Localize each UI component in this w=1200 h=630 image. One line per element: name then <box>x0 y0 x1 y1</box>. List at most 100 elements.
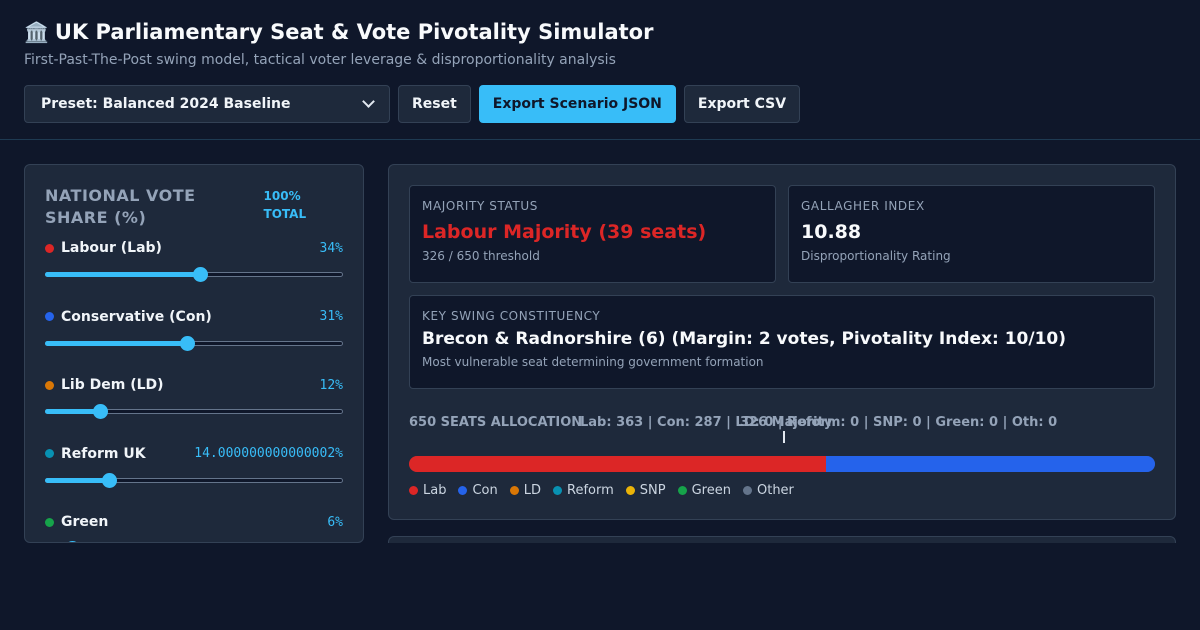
vote-share-panel: NATIONAL VOTE SHARE (%) 100% TOTAL Labou… <box>24 164 364 543</box>
vote-share-title: NATIONAL VOTE SHARE (%) <box>45 186 196 227</box>
classical-building-icon: 🏛️ <box>24 20 49 44</box>
party-row: Conservative (Con) 31% <box>45 307 343 373</box>
party-color-dot <box>45 517 54 527</box>
party-name: Green <box>45 514 108 530</box>
seat-allocation-label: 650 SEATS ALLOCATION <box>409 415 583 430</box>
slider-thumb[interactable] <box>193 267 208 282</box>
legend-label: LD <box>523 483 542 498</box>
page-title-text: UK Parliamentary Seat & Vote Pivotality … <box>54 20 654 44</box>
party-name: Lib Dem (LD) <box>45 377 164 393</box>
majority-marker <box>783 431 785 443</box>
party-slider-list: Labour (Lab) 34% Conservative (Con) 31% Lib … <box>45 238 343 542</box>
reset-button[interactable]: Reset <box>398 85 471 123</box>
legend-item-green: Green <box>677 483 731 498</box>
legend-label: Reform <box>567 483 614 498</box>
majority-marker-label: 326 Majority <box>740 415 833 430</box>
majority-status-value: Labour Majority (39 seats) <box>422 221 707 243</box>
legend-item-other: Other <box>742 483 794 498</box>
party-color-dot <box>45 380 54 390</box>
legend-label: Lab <box>423 483 447 498</box>
slider-thumb[interactable] <box>102 472 117 488</box>
party-vote-share: 6% <box>327 514 343 530</box>
party-vote-share: 12% <box>319 377 343 393</box>
slider-fill <box>45 272 200 277</box>
slider-fill <box>45 340 187 346</box>
export-json-button[interactable]: Export Scenario JSON <box>478 85 676 123</box>
swing-constituency-card: KEY SWING CONSTITUENCY Brecon & Radnorsh… <box>409 295 1155 389</box>
gallagher-label: GALLAGHER INDEX <box>801 199 925 213</box>
party-row: Reform UK 14.000000000000002% <box>45 444 343 510</box>
legend-label: Con <box>472 483 498 498</box>
app-header: 🏛️ UK Parliamentary Seat & Vote Pivotali… <box>24 18 1176 68</box>
swing-value: Brecon & Radnorshire (6) (Margin: 2 vote… <box>422 329 1066 349</box>
gallagher-index-card: GALLAGHER INDEX 10.88 Disproportionality… <box>788 185 1155 283</box>
slider-thumb[interactable] <box>65 541 80 542</box>
party-vote-share: 31% <box>319 309 343 325</box>
swing-label: KEY SWING CONSTITUENCY <box>422 309 601 323</box>
preset-select-value: Preset: Balanced 2024 Baseline <box>41 96 291 112</box>
seat-allocation: 650 SEATS ALLOCATION Lab: 363 | Con: 287… <box>409 415 1155 498</box>
party-row: Green 6% <box>45 512 343 542</box>
party-name: Conservative (Con) <box>45 309 212 325</box>
slider-thumb[interactable] <box>180 335 195 351</box>
swing-sub: Most vulnerable seat determining governm… <box>422 355 764 369</box>
party-name: Labour (Lab) <box>45 240 162 256</box>
legend-color-dot <box>553 486 563 495</box>
party-label: Conservative (Con) <box>61 308 212 325</box>
seat-allocation-bar <box>409 456 1155 472</box>
seat-allocation-counts: Lab: 363 | Con: 287 | LD: 0 | Reform: 0 … <box>580 415 1058 430</box>
vote-share-total: 100% TOTAL <box>263 189 307 221</box>
legend-color-dot <box>742 486 752 495</box>
legend-label: Green <box>691 483 731 498</box>
legend-color-dot <box>409 486 418 495</box>
toolbar: Preset: Balanced 2024 Baseline Reset Exp… <box>24 85 801 123</box>
legend-color-dot <box>625 486 635 495</box>
party-label: Labour (Lab) <box>61 240 162 256</box>
seat-segment-con <box>825 456 1155 472</box>
viewport-clip <box>0 543 1200 630</box>
vote-share-slider[interactable] <box>45 335 343 351</box>
export-csv-button[interactable]: Export CSV <box>683 85 801 123</box>
legend-item-snp: SNP <box>625 483 666 498</box>
seat-legend: Lab Con LD Reform SNP Green Other <box>409 483 794 498</box>
party-vote-share: 14.000000000000002% <box>194 446 343 462</box>
vote-share-slider[interactable] <box>45 266 343 282</box>
legend-label: SNP <box>639 483 666 498</box>
legend-label: Other <box>756 483 794 498</box>
slider-fill <box>45 477 109 483</box>
party-row: Labour (Lab) 34% <box>45 238 343 304</box>
majority-threshold: 326 / 650 threshold <box>422 249 540 263</box>
legend-item-reform: Reform <box>553 483 614 498</box>
party-vote-share: 34% <box>319 240 343 256</box>
page-subtitle: First-Past-The-Post swing model, tactica… <box>24 52 616 68</box>
slider-fill <box>45 409 100 415</box>
party-label: Reform UK <box>61 445 146 462</box>
gallagher-value: 10.88 <box>801 221 862 243</box>
legend-item-con: Con <box>458 483 498 498</box>
vote-share-slider[interactable] <box>45 403 343 420</box>
majority-status-card: MAJORITY STATUS Labour Majority (39 seat… <box>409 185 776 283</box>
majority-status-label: MAJORITY STATUS <box>422 199 538 213</box>
party-label: Green <box>61 514 109 531</box>
legend-item-lab: Lab <box>409 483 446 498</box>
vote-share-slider[interactable] <box>45 540 343 542</box>
chevron-down-icon <box>362 95 375 108</box>
gallagher-sub: Disproportionality Rating <box>801 249 951 263</box>
legend-color-dot <box>509 486 519 495</box>
legend-color-dot <box>677 486 687 495</box>
party-color-dot <box>45 243 54 253</box>
party-label: Lib Dem (LD) <box>61 377 164 394</box>
results-panel: MAJORITY STATUS Labour Majority (39 seat… <box>388 164 1176 520</box>
party-color-dot <box>45 312 54 322</box>
page-title: 🏛️ UK Parliamentary Seat & Vote Pivotali… <box>24 18 1176 46</box>
preset-select[interactable]: Preset: Balanced 2024 Baseline <box>24 85 390 123</box>
legend-item-ld: LD <box>509 483 542 498</box>
party-row: Lib Dem (LD) 12% <box>45 375 343 441</box>
vote-share-slider[interactable] <box>45 472 343 488</box>
legend-color-dot <box>458 486 468 495</box>
party-name: Reform UK <box>45 446 146 462</box>
slider-thumb[interactable] <box>93 404 108 420</box>
header-divider <box>0 139 1200 140</box>
seat-segment-lab <box>409 456 826 472</box>
party-color-dot <box>45 449 54 459</box>
